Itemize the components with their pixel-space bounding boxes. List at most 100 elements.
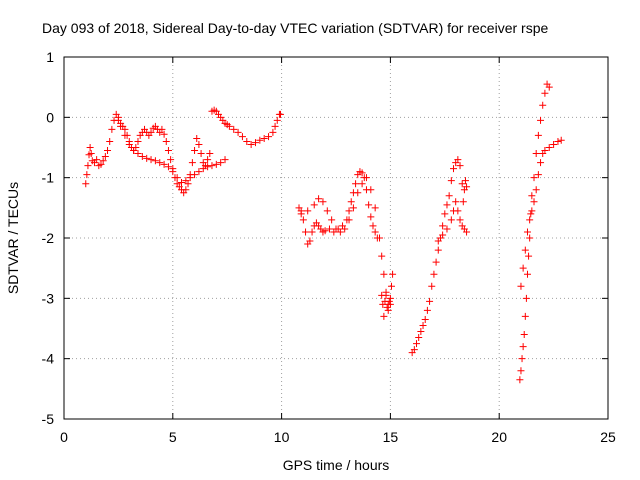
- data-point: [376, 234, 384, 242]
- data-point: [534, 131, 542, 139]
- y-tick-label: -1: [42, 170, 55, 186]
- series-trace-f: [378, 288, 394, 320]
- data-point: [167, 156, 175, 164]
- y-tick-label: -4: [42, 351, 55, 367]
- data-point: [534, 171, 542, 179]
- data-point: [447, 177, 455, 185]
- data-point: [121, 125, 129, 133]
- data-point: [413, 340, 421, 348]
- data-point: [225, 122, 233, 130]
- data-point: [164, 163, 172, 171]
- data-point: [306, 237, 314, 245]
- data-point: [383, 303, 391, 311]
- data-point: [138, 153, 146, 161]
- data-point: [419, 321, 427, 329]
- data-point: [84, 162, 92, 170]
- data-point: [417, 328, 425, 336]
- data-point: [277, 110, 285, 118]
- data-point: [454, 156, 462, 164]
- data-point: [260, 134, 268, 142]
- x-tick-label: 5: [169, 429, 177, 445]
- data-point: [532, 186, 540, 194]
- data-point: [341, 225, 349, 233]
- data-point: [297, 207, 305, 215]
- data-point: [117, 122, 125, 130]
- data-point: [173, 174, 181, 182]
- data-point: [156, 159, 164, 167]
- y-tick-label: 1: [46, 49, 54, 65]
- series-trace-h: [434, 177, 471, 245]
- data-point: [358, 180, 366, 188]
- data-point: [380, 270, 388, 278]
- data-point: [83, 171, 91, 179]
- series-trace-j: [517, 136, 565, 290]
- data-point: [158, 125, 166, 133]
- data-point: [160, 130, 168, 138]
- data-point: [530, 198, 538, 206]
- data-point: [310, 201, 318, 209]
- data-point: [518, 355, 526, 363]
- data-point: [523, 270, 531, 278]
- data-point: [545, 83, 553, 91]
- data-point: [186, 174, 194, 182]
- data-point: [550, 140, 558, 148]
- data-point: [441, 210, 449, 218]
- data-point: [302, 228, 310, 236]
- data-point: [162, 137, 170, 145]
- data-point: [151, 157, 159, 165]
- data-point: [256, 136, 264, 144]
- data-point: [367, 213, 375, 221]
- y-axis-label: SDTVAR / TECUs: [5, 182, 21, 294]
- data-point: [439, 222, 447, 230]
- data-point: [519, 343, 527, 351]
- data-point: [450, 165, 458, 173]
- data-point: [160, 160, 168, 168]
- data-point: [354, 189, 362, 197]
- data-point: [530, 174, 538, 182]
- data-point: [421, 315, 429, 323]
- x-tick-label: 25: [600, 429, 616, 445]
- series-trace-i: [516, 80, 553, 384]
- data-point: [423, 306, 431, 314]
- data-point: [443, 225, 451, 233]
- series-trace-a: [82, 110, 214, 197]
- data-point: [147, 128, 155, 136]
- data-point: [554, 137, 562, 145]
- data-point: [182, 177, 190, 185]
- data-point: [358, 169, 366, 177]
- data-point: [97, 160, 105, 168]
- data-point: [459, 198, 467, 206]
- data-point: [516, 376, 524, 384]
- data-point: [208, 162, 216, 170]
- data-point: [299, 216, 307, 224]
- data-point: [461, 177, 469, 185]
- data-point: [191, 171, 199, 179]
- data-point: [519, 264, 527, 272]
- data-point: [121, 131, 129, 139]
- data-point: [212, 160, 220, 168]
- data-point: [428, 282, 436, 290]
- data-point: [415, 334, 423, 342]
- data-point: [101, 153, 109, 161]
- data-point: [369, 222, 377, 230]
- data-point: [134, 137, 142, 145]
- data-point: [432, 258, 440, 266]
- data-point: [539, 101, 547, 109]
- data-point: [221, 156, 229, 164]
- data-point: [447, 216, 455, 224]
- data-point: [382, 288, 390, 296]
- x-tick-label: 10: [274, 429, 290, 445]
- data-point: [545, 144, 553, 151]
- data-point: [243, 137, 251, 145]
- data-point: [463, 183, 471, 191]
- data-point: [104, 147, 112, 155]
- data-point: [371, 228, 379, 236]
- data-point: [380, 312, 388, 320]
- data-point: [82, 180, 90, 188]
- data-point: [439, 231, 447, 239]
- data-point: [522, 294, 530, 302]
- data-point: [456, 216, 464, 224]
- data-point: [134, 150, 142, 158]
- data-point: [178, 178, 186, 186]
